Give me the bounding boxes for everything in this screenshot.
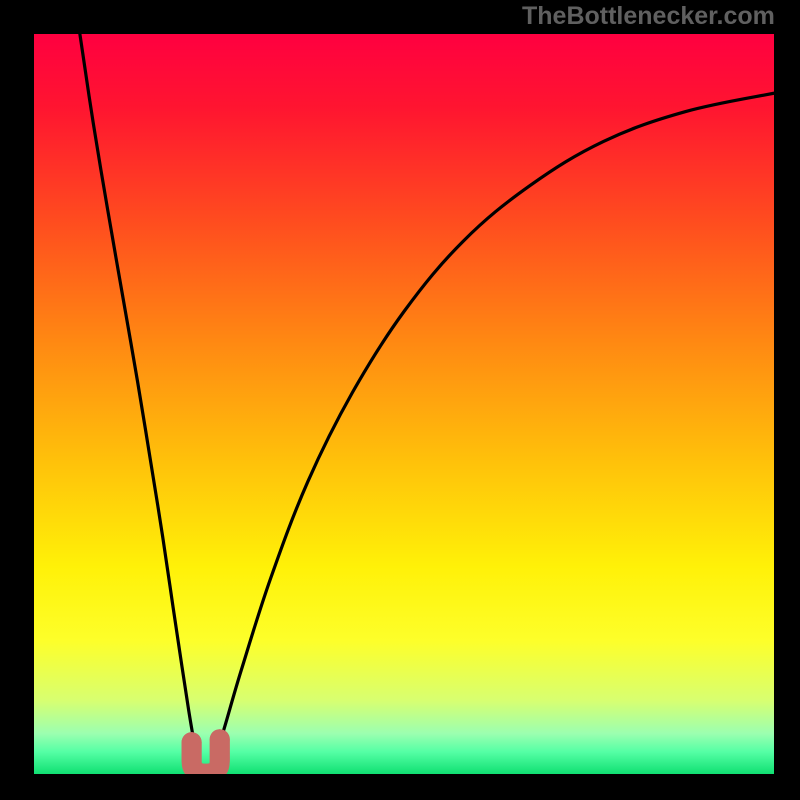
- chart-plot-area: [34, 34, 774, 774]
- chart-svg: [34, 34, 774, 774]
- gradient-background: [34, 34, 774, 774]
- watermark-text: TheBottlenecker.com: [522, 2, 775, 31]
